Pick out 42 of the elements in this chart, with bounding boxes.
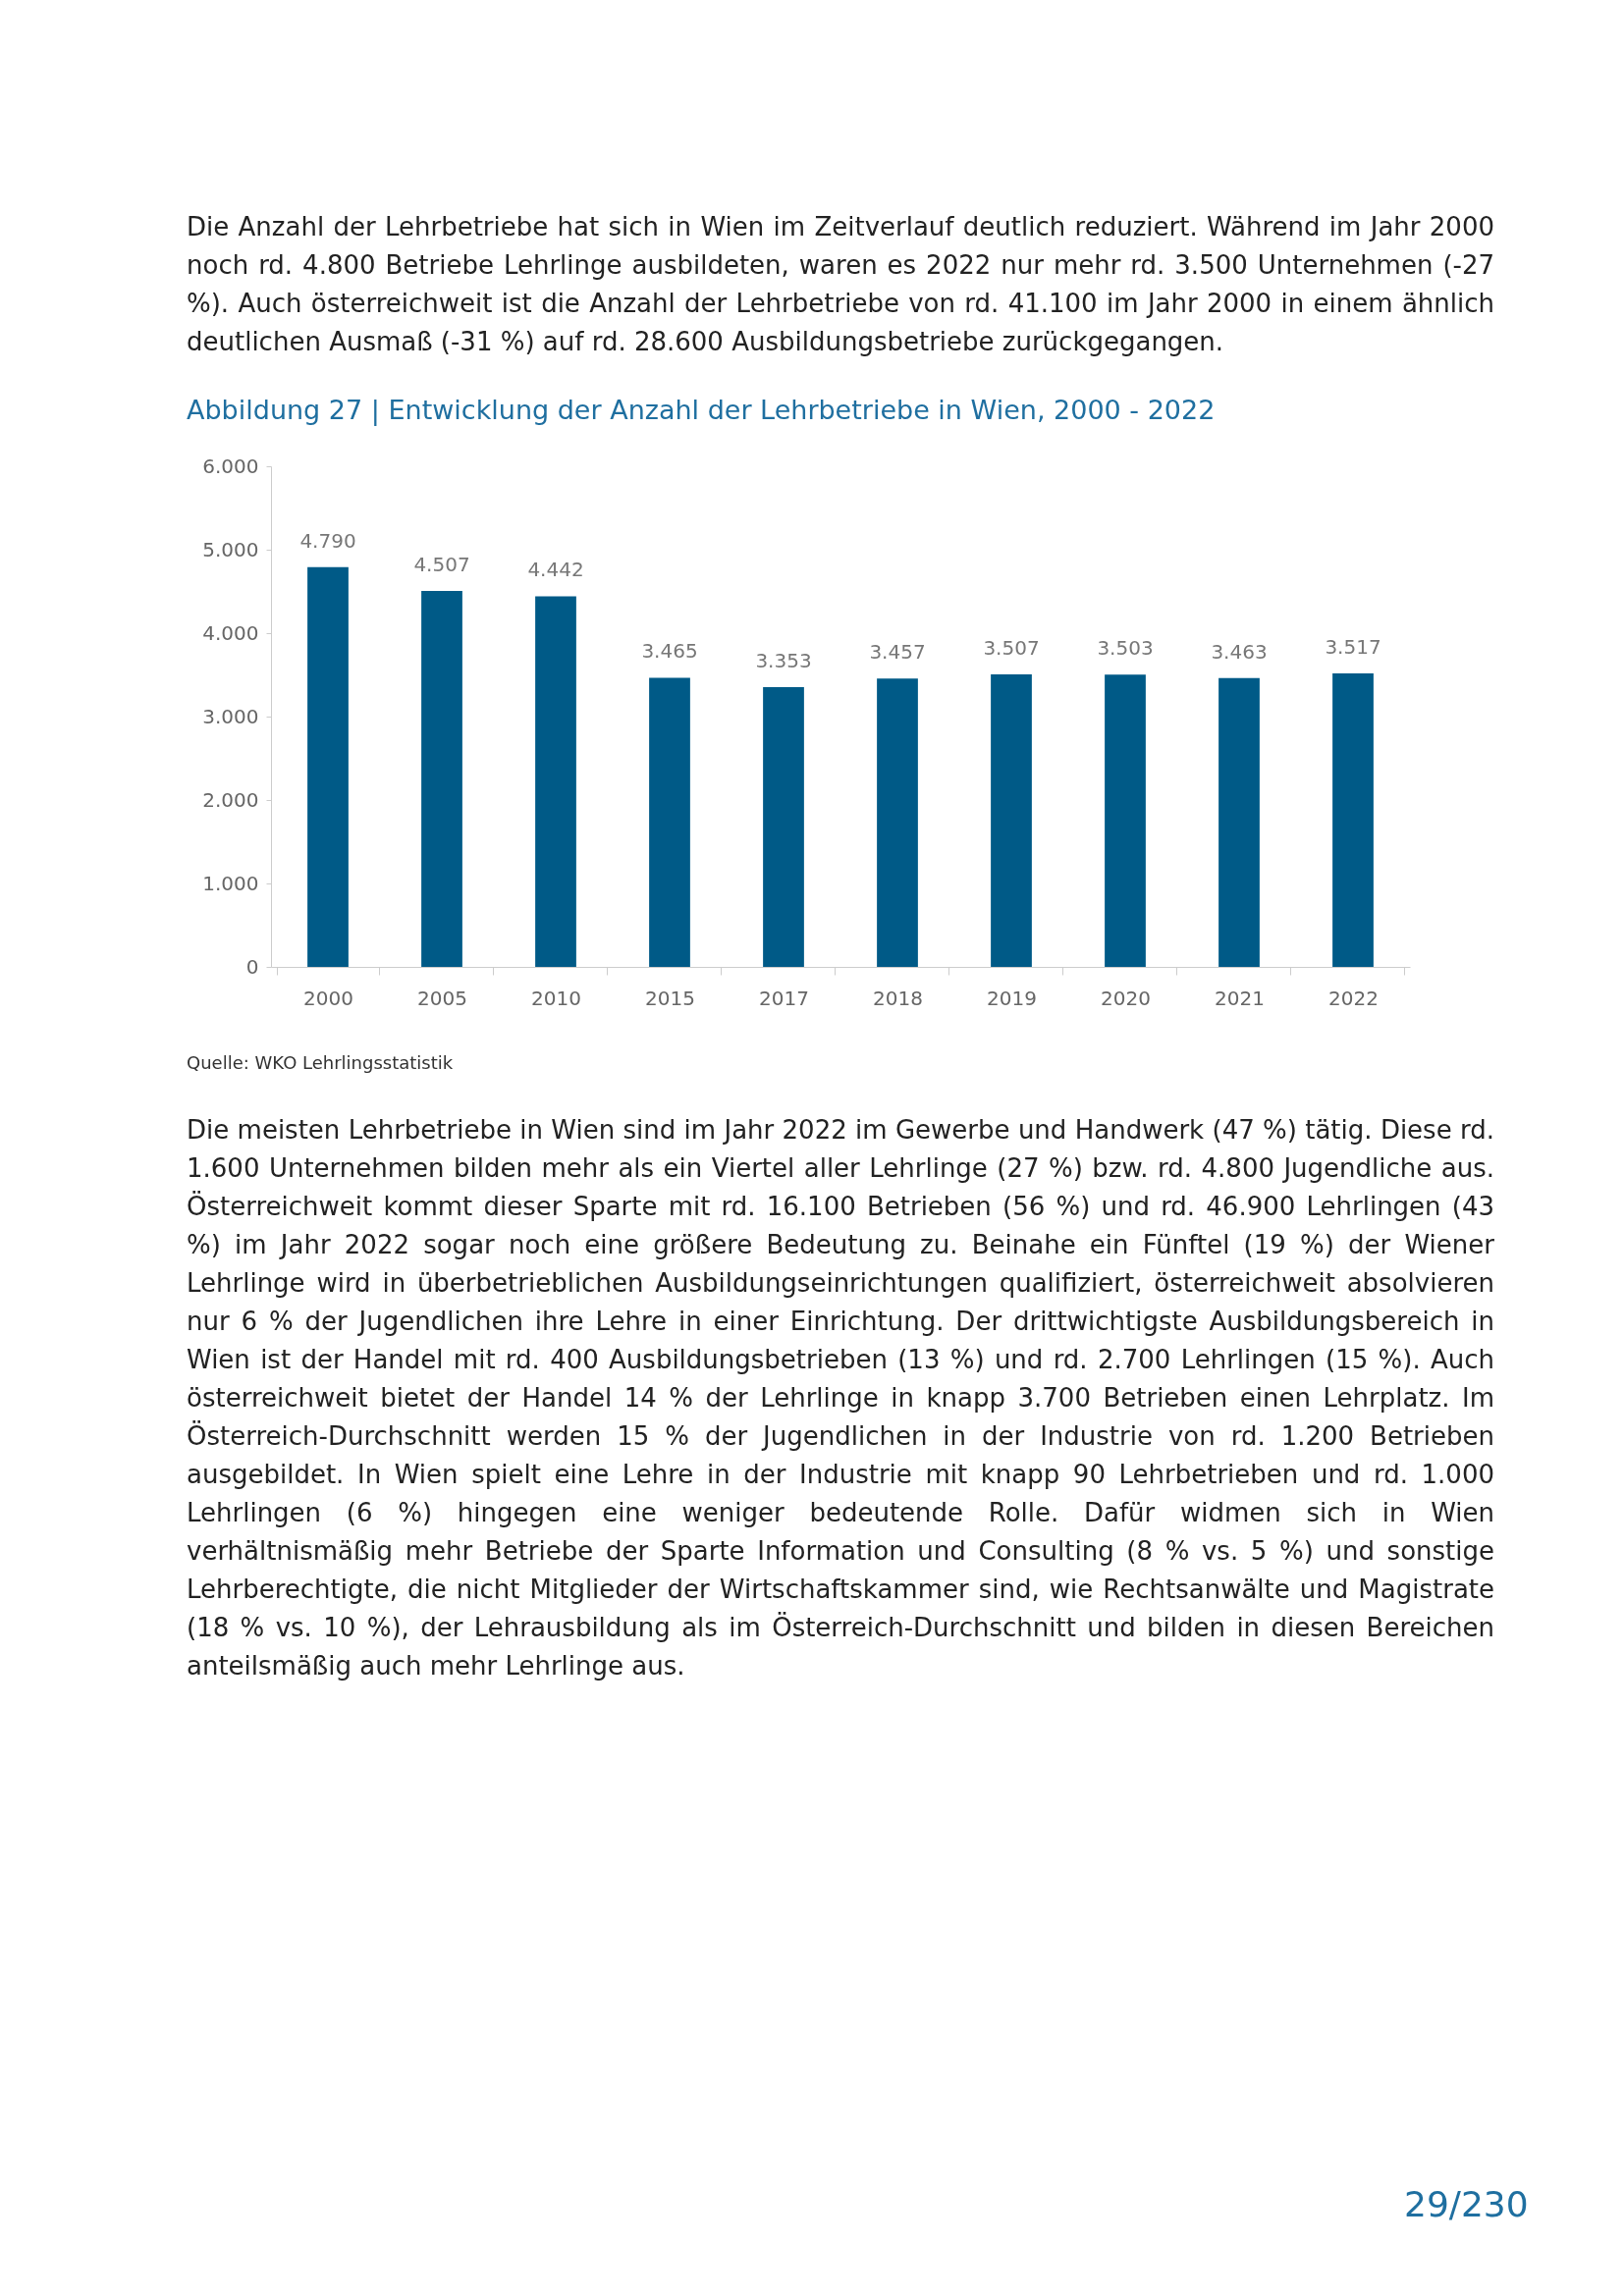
data-label: 3.507 (983, 635, 1040, 660)
y-tick-label: 2.000 (202, 787, 259, 812)
data-label: 3.353 (755, 648, 812, 672)
bar (1105, 674, 1146, 967)
bar (763, 687, 804, 967)
source-note: Quelle: WKO Lehrlingsstatistik (187, 1052, 454, 1073)
data-label: 3.463 (1211, 639, 1268, 664)
text: Die Anzahl der Lehrbetriebe hat sich in Wien im Zeitverlauf deutlich reduziert. Während im Jahr 2000 noch rd. 4.800 Betriebe Lehrlinge ausbildeten, waren es 2022 nur mehr rd. 3.500 Unternehmen (-27 %). Auch österreichweit ist die Anzahl der Lehrbetriebe von rd. 41.100 im Jahr 2000 in einem ähnlich deutlichen Ausmaß (-31 %) auf rd. 28.600 Ausbildungsbetriebe zurückgegangen. (187, 211, 1494, 358)
x-tick-label: 2020 (1101, 986, 1151, 1010)
bar (535, 596, 576, 967)
data-label: 4.507 (413, 552, 470, 576)
y-tick-label: 1.000 (202, 871, 259, 895)
y-tick-label: 6.000 (202, 454, 259, 478)
data-label: 4.442 (527, 558, 584, 582)
text: 29/230 (1404, 2184, 1529, 2224)
bar (991, 673, 1032, 967)
x-tick-label: 2021 (1215, 986, 1265, 1010)
bar (307, 566, 349, 967)
x-tick-label: 2005 (417, 986, 467, 1010)
y-tick-label: 5.000 (202, 537, 259, 561)
data-label: 4.790 (299, 528, 356, 553)
bar (421, 590, 462, 967)
bar (1332, 673, 1374, 967)
data-label: 3.457 (869, 640, 926, 665)
data-label: 3.517 (1325, 635, 1381, 660)
text: Die meisten Lehrbetriebe in Wien sind im Jahr 2022 im Gewerbe und Handwerk (47 %) tätig. Diese rd. 1.600 Unternehmen bilden mehr als ein Viertel aller Lehrlinge (27 %) bzw. rd. 4.800 Jugendliche aus. Österreichweit kommt dieser Sparte mit rd. 16.100 Betrieben (56 %) und rd. 46.900 Lehrlingen (43 %) im Jahr 2022 sogar noch eine größere Bedeutung zu. Beinahe ein Fünftel (19 %) der Wiener Lehrlinge wird in überbetrieblichen Ausbildungseinrichtungen qualifiziert, österreichweit absolvieren nur 6 % der Jugendlichen ihre Lehre in einer Einrichtung. Der drittwichtigste Ausbildungsbereich in Wien ist der Handel mit rd. 400 Ausbildungsbetrieben (13 %) und rd. 2.700 Lehrlingen (15 %). Auch österreichweit bietet der Handel 14 % der Lehrlinge in knapp 3.700 Betrieben einen Lehrplatz. Im Österreich-Durchschnitt werden 15 % der Jugendlichen in der Industrie von rd. 1.200 Betrieben ausgebildet. In Wien spielt eine Lehre in der Industrie mit knapp 90 Lehrbetrieben und rd. 1.000 Lehrlingen (6 %) hingegen eine weniger bedeutende Rolle. Dafür widmen sich in Wien verhältnismäßig mehr Betriebe der Sparte Information und Consulting (8 % vs. 5 %) und sonstige Lehrberechtigte, die nicht Mitglieder der Wirtschaftskammer sind, wie Rechtsanwälte und Magistrate (18 % vs. 10 %), der Lehrausbildung als im Österreich-Durchschnitt und bilden in diesen Bereichen anteilsmäßig auch mehr Lehrlinge aus. (187, 1115, 1494, 1681)
y-tick-label: 3.000 (202, 704, 259, 728)
x-tick-label: 2022 (1328, 986, 1379, 1010)
x-tick-label: 2017 (759, 986, 809, 1010)
data-label: 3.503 (1097, 636, 1154, 661)
x-tick-label: 2015 (645, 986, 695, 1010)
data-label: 3.465 (641, 639, 698, 664)
x-tick-label: 2010 (531, 986, 581, 1010)
x-tick-label: 2019 (987, 986, 1037, 1010)
y-tick-label: 0 (245, 954, 259, 979)
x-tick-label: 2018 (873, 986, 923, 1010)
bar (1218, 677, 1260, 967)
y-tick-label: 4.000 (202, 620, 259, 645)
chart-title: Abbildung 27 | Entwicklung der Anzahl der Lehrbetriebe in Wien, 2000 - 2022 (187, 395, 1216, 425)
bar (877, 678, 918, 967)
bar (649, 677, 690, 967)
x-tick-label: 2000 (303, 986, 353, 1010)
